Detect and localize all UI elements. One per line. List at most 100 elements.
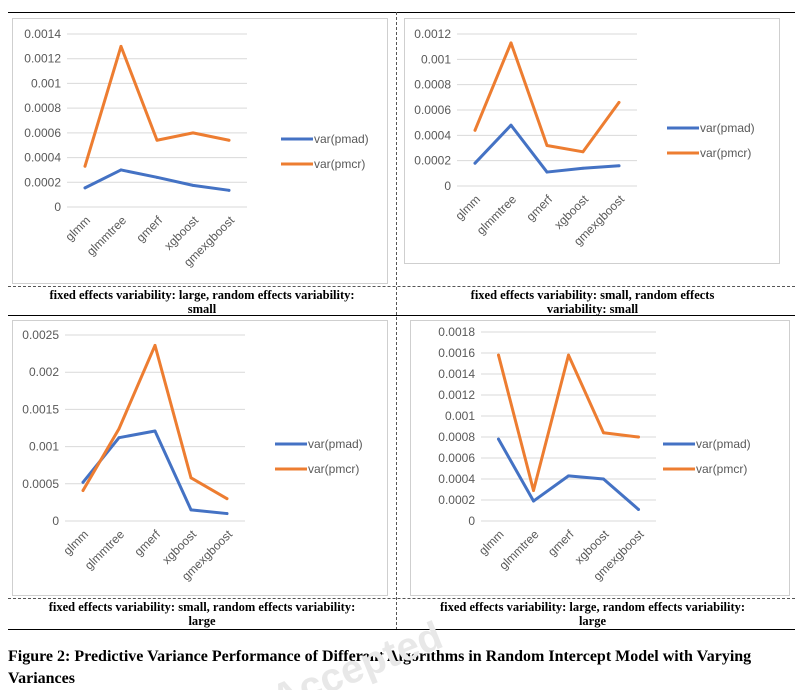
- data-point: [567, 474, 570, 478]
- y-tick-label: 0.0002: [24, 175, 61, 189]
- data-point: [81, 489, 85, 492]
- y-tick-label: 0.001: [29, 440, 59, 454]
- caption-line-1: fixed effects variability: large, random…: [439, 600, 746, 614]
- y-tick-label: 0.0018: [438, 325, 475, 339]
- data-point: [225, 512, 229, 515]
- x-tick-label: glmm: [476, 527, 507, 558]
- data-point: [153, 429, 157, 433]
- caption-line-2: variability: small: [546, 302, 639, 316]
- data-point: [473, 161, 477, 165]
- caption-line-2: large: [578, 614, 607, 628]
- x-tick-label: glmmtree: [84, 213, 129, 258]
- x-tick-label: glmm: [60, 527, 91, 558]
- y-tick-label: 0: [52, 514, 59, 528]
- caption-line-1: fixed effects variability: small, random…: [470, 288, 715, 302]
- data-point: [617, 164, 621, 168]
- data-point: [545, 170, 549, 174]
- caption-panel-3: fixed effects variability: small, random…: [10, 600, 394, 628]
- data-point: [191, 183, 195, 187]
- y-tick-label: 0.001: [31, 76, 61, 90]
- figure-grid: [8, 12, 795, 630]
- legend-label: var(pmcr): [700, 146, 751, 160]
- data-point: [509, 41, 513, 45]
- data-point: [191, 131, 195, 135]
- y-tick-label: 0.0008: [414, 78, 451, 92]
- x-tick-label: glmm: [62, 213, 93, 244]
- legend-label: var(pmad): [308, 437, 363, 451]
- series-line-pmad: [81, 429, 229, 516]
- caption-panel-4: fixed effects variability: large, random…: [400, 600, 785, 628]
- data-point: [567, 353, 570, 357]
- y-tick-label: 0.0012: [438, 388, 475, 402]
- data-point: [532, 489, 535, 492]
- y-tick-label: 0: [54, 200, 61, 214]
- data-point: [119, 44, 123, 48]
- data-point: [225, 497, 229, 501]
- chart-svg: 0 0.0002 0.0004 0.0006 0.0008 0.001 0.0012 0.00…: [24, 27, 369, 269]
- x-tick-label: gmerf: [545, 527, 577, 559]
- x-tick-label: glmmtree: [474, 192, 519, 237]
- data-point: [153, 344, 157, 347]
- caption-line-1: fixed effects variability: large, random…: [49, 288, 355, 302]
- column-divider: [396, 12, 397, 630]
- y-tick-label: 0.001: [421, 52, 451, 66]
- series-line-pmcr: [497, 353, 640, 493]
- series-line-pmad: [83, 168, 231, 192]
- x-tick-label: glmm: [452, 192, 483, 223]
- data-point: [155, 175, 159, 179]
- y-tick-label: 0.0006: [414, 103, 451, 117]
- data-point: [497, 353, 500, 357]
- data-point: [119, 168, 123, 172]
- x-tick-label: gmerf: [134, 213, 166, 245]
- y-tick-label: 0.0004: [414, 128, 451, 142]
- caption-line-1: fixed effects variability: small, random…: [48, 600, 356, 614]
- row1-divider-top: [8, 286, 795, 287]
- data-point: [189, 476, 193, 480]
- y-tick-label: 0.001: [445, 409, 475, 423]
- data-point: [637, 508, 640, 511]
- y-tick-label: 0.0008: [24, 101, 61, 115]
- data-point: [602, 431, 605, 435]
- bottom-border: [8, 629, 795, 630]
- data-point: [81, 480, 85, 484]
- data-point: [602, 477, 605, 481]
- chart-panel-3: 0 0.0005 0.001 0.0015 0.002 0.0025 glmm glmmtre…: [12, 320, 388, 596]
- data-point: [473, 128, 477, 132]
- legend-label: var(pmad): [696, 437, 751, 451]
- legend-label: var(pmad): [314, 132, 369, 146]
- figure-caption: Figure 2: Predictive Variance Performanc…: [8, 648, 752, 687]
- legend-label: var(pmcr): [308, 462, 359, 476]
- row2-divider-top: [8, 598, 795, 599]
- y-tick-label: 0.0004: [438, 472, 475, 486]
- caption-line-2: large: [188, 614, 216, 628]
- data-point: [637, 435, 640, 439]
- legend-label: var(pmcr): [314, 157, 365, 171]
- y-tick-label: 0.0004: [24, 151, 61, 165]
- x-tick-label: gmerf: [132, 527, 164, 559]
- y-tick-label: 0.0008: [438, 430, 475, 444]
- data-point: [617, 101, 621, 104]
- y-tick-label: 0.0012: [414, 27, 451, 41]
- y-tick-label: 0.0002: [438, 493, 475, 507]
- y-tick-label: 0.0002: [414, 154, 451, 168]
- chart-svg: 0 0.0002 0.0004 0.0006 0.0008 0.001 0.0012 glmm…: [414, 27, 754, 248]
- y-tick-label: 0.0012: [24, 52, 61, 66]
- y-tick-label: 0.0006: [438, 451, 475, 465]
- data-point: [227, 138, 231, 142]
- chart-panel-4: 0 0.0002 0.0004 0.0006 0.0008 0.001 0.0012 0.00…: [410, 320, 790, 596]
- legend-label: var(pmcr): [696, 462, 747, 476]
- top-border: [8, 12, 795, 13]
- data-point: [117, 436, 121, 440]
- series-line-pmcr: [81, 343, 229, 501]
- caption-line-2: small: [187, 302, 217, 316]
- y-tick-label: 0.0025: [22, 328, 59, 342]
- caption-panel-1: fixed effects variability: large, random…: [10, 288, 394, 316]
- data-point: [497, 437, 500, 441]
- data-point: [227, 188, 231, 192]
- y-tick-label: 0.0014: [24, 27, 61, 41]
- data-point: [117, 427, 121, 431]
- y-tick-label: 0.0005: [22, 477, 59, 491]
- y-tick-label: 0.0016: [438, 346, 475, 360]
- caption-panel-2: fixed effects variability: small, random…: [400, 288, 785, 316]
- y-tick-label: 0.0014: [438, 367, 475, 381]
